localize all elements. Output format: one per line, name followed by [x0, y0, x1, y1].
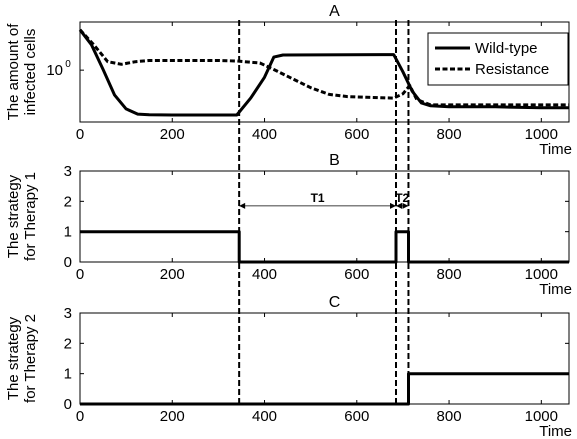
series-resistance: [78, 28, 569, 107]
y-tick-label: 0: [64, 396, 72, 413]
x-tick-label: 0: [76, 408, 84, 425]
x-tick-label: 600: [344, 408, 369, 425]
x-axis-label: Time: [539, 141, 572, 158]
x-tick-label: 200: [160, 408, 185, 425]
axes-frame: [79, 21, 570, 123]
panel-title: A: [329, 3, 340, 20]
y-tick-exponent: 0: [65, 59, 71, 70]
x-tick-label: 800: [437, 408, 462, 425]
x-tick-label: 800: [437, 126, 462, 143]
x-tick-label: 400: [252, 266, 277, 283]
y-tick-label: 2: [64, 335, 72, 352]
panel-title: C: [329, 294, 341, 311]
axes-frame: [79, 312, 570, 405]
annotation-arrowhead: [390, 202, 397, 209]
y-tick-label: 1: [64, 224, 72, 241]
x-axis-label: Time: [539, 423, 572, 439]
annotation-label: T1: [311, 191, 325, 205]
annotation-arrowhead: [396, 202, 403, 209]
annotation-arrowhead: [402, 202, 409, 209]
legend-label: Wild-type: [475, 40, 538, 57]
x-tick-label: 800: [437, 266, 462, 283]
legend-label: Resistance: [475, 61, 549, 78]
y-tick-label: 3: [64, 163, 72, 180]
x-tick-label: 0: [76, 266, 84, 283]
panel-c: 0 200 400 600 800 1000 0 1 2 3 C Time The strategyfo…: [5, 294, 572, 439]
y-tick-label: 0: [64, 254, 72, 271]
x-tick-label: 1000: [525, 266, 558, 283]
x-tick-label: 200: [160, 266, 185, 283]
x-tick-label: 200: [160, 126, 185, 143]
y-tick-label: 3: [64, 305, 72, 322]
x-tick-label: 400: [252, 408, 277, 425]
legend-box: [427, 32, 569, 86]
series-line: [80, 372, 569, 406]
panel-title: B: [329, 152, 340, 169]
y-axis-label: The strategyfor Therapy 2: [5, 314, 39, 403]
y-tick-label: 1: [64, 366, 72, 383]
y-tick-label: 10: [46, 62, 63, 79]
x-tick-label: 1000: [525, 408, 558, 425]
x-tick-label: 400: [252, 126, 277, 143]
x-tick-label: 600: [344, 126, 369, 143]
x-tick-label: 600: [344, 266, 369, 283]
panel-b: 0 200 400 600 800 1000 0 1 2 3 B Time The strategyfo…: [5, 152, 572, 298]
annotation-arrowhead: [239, 202, 246, 209]
legend: Wild-type Resistance: [427, 32, 569, 86]
x-tick-label: 1000: [525, 126, 558, 143]
y-axis-label: The amount ofinfected cells: [5, 23, 39, 121]
x-tick-label: 0: [76, 126, 84, 143]
series-line: [80, 230, 569, 264]
axes-frame: [79, 170, 570, 263]
x-axis-label: Time: [539, 281, 572, 298]
annotation-label: T2: [395, 191, 409, 205]
y-tick-label: 2: [64, 193, 72, 210]
y-axis-label: The strategyfor Therapy 1: [5, 172, 39, 261]
